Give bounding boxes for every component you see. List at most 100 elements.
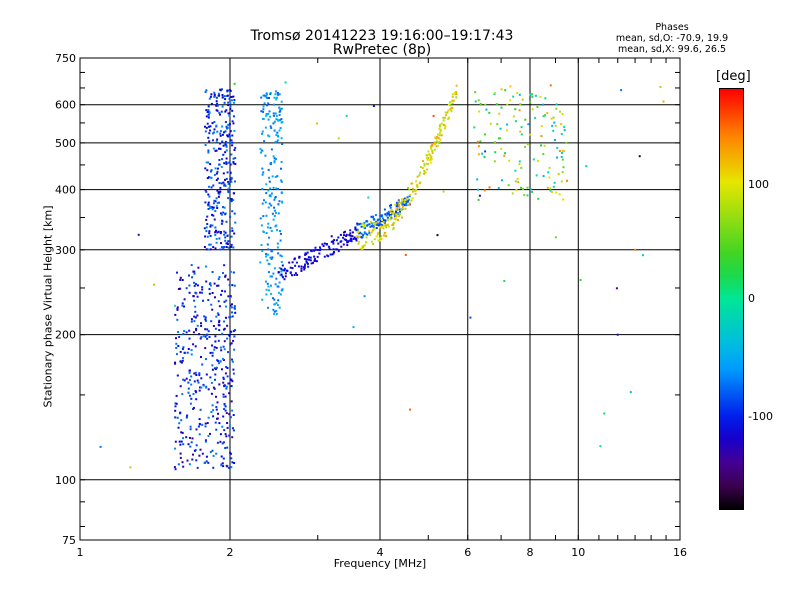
data-point [195, 374, 198, 376]
data-point [262, 215, 265, 218]
data-point [209, 170, 212, 173]
data-point [352, 237, 355, 240]
data-point [226, 422, 229, 424]
data-point [520, 186, 523, 189]
data-point [322, 245, 325, 247]
data-point [439, 128, 442, 131]
data-point [218, 383, 221, 386]
data-point [291, 274, 293, 277]
data-point [179, 360, 182, 363]
data-point [207, 151, 210, 154]
data-point [266, 259, 269, 262]
data-point [531, 93, 533, 96]
data-point [566, 179, 568, 182]
data-point [348, 234, 351, 237]
data-point [230, 198, 233, 201]
data-point [297, 265, 300, 268]
data-point [369, 233, 372, 236]
data-point [204, 440, 207, 443]
data-point [206, 328, 209, 331]
data-point [198, 374, 201, 377]
data-point [203, 315, 206, 318]
data-point [229, 200, 232, 203]
data-point [546, 186, 549, 189]
data-point [500, 88, 503, 91]
data-point [205, 373, 208, 376]
data-point [378, 237, 381, 240]
data-point [194, 305, 197, 308]
data-point [203, 227, 206, 230]
data-point [306, 262, 309, 265]
data-point [303, 257, 306, 260]
data-point [187, 391, 190, 394]
data-point [193, 315, 196, 318]
data-point [226, 234, 229, 237]
data-point [219, 190, 222, 193]
data-point [289, 272, 292, 275]
data-point [228, 123, 231, 125]
data-point [385, 226, 388, 229]
data-point [356, 222, 359, 225]
data-point [220, 166, 223, 168]
data-point [563, 125, 566, 128]
data-point [501, 179, 503, 182]
data-point [199, 408, 202, 411]
data-point [193, 380, 196, 383]
data-point [190, 264, 193, 267]
data-point [99, 445, 102, 448]
data-point [223, 131, 225, 134]
data-point [553, 181, 556, 184]
data-point [212, 466, 215, 469]
data-point [365, 241, 368, 244]
data-point [204, 316, 207, 319]
data-point [476, 178, 479, 181]
data-point [273, 214, 276, 217]
data-point [277, 291, 280, 294]
data-point [223, 300, 226, 303]
data-point [483, 189, 486, 192]
data-point [208, 111, 211, 114]
data-point [534, 116, 537, 119]
data-point [268, 263, 271, 266]
data-point [214, 373, 217, 376]
data-point [213, 128, 216, 131]
data-point [225, 316, 227, 319]
data-point [190, 349, 193, 352]
data-point [259, 147, 262, 150]
data-point [455, 84, 458, 87]
data-point [323, 242, 326, 245]
data-point [213, 95, 216, 98]
data-point [268, 289, 270, 292]
data-point [414, 192, 417, 195]
data-point [190, 318, 193, 321]
data-point [224, 274, 227, 277]
data-point [455, 96, 458, 99]
data-point [407, 204, 410, 206]
data-point [225, 387, 228, 390]
data-point [438, 137, 440, 140]
data-point [192, 331, 195, 334]
data-point [232, 95, 235, 98]
data-point [261, 130, 264, 133]
data-point [261, 202, 264, 205]
data-point [177, 288, 180, 290]
data-point [275, 96, 278, 99]
data-point [332, 252, 335, 255]
data-point [229, 178, 232, 181]
data-point [181, 304, 184, 307]
data-point [350, 240, 353, 243]
y-axis-label: Stationary phase Virtual Height [km] [41, 205, 55, 408]
data-point [266, 253, 269, 256]
data-point [225, 125, 228, 128]
data-point [483, 156, 486, 159]
data-point [223, 101, 226, 104]
data-point [227, 112, 230, 115]
data-point [232, 339, 235, 342]
data-point [194, 310, 197, 313]
data-point [218, 159, 221, 161]
data-point [195, 283, 197, 286]
data-point [230, 99, 233, 102]
data-point [430, 158, 433, 161]
data-point [205, 226, 208, 229]
data-point [232, 161, 235, 164]
